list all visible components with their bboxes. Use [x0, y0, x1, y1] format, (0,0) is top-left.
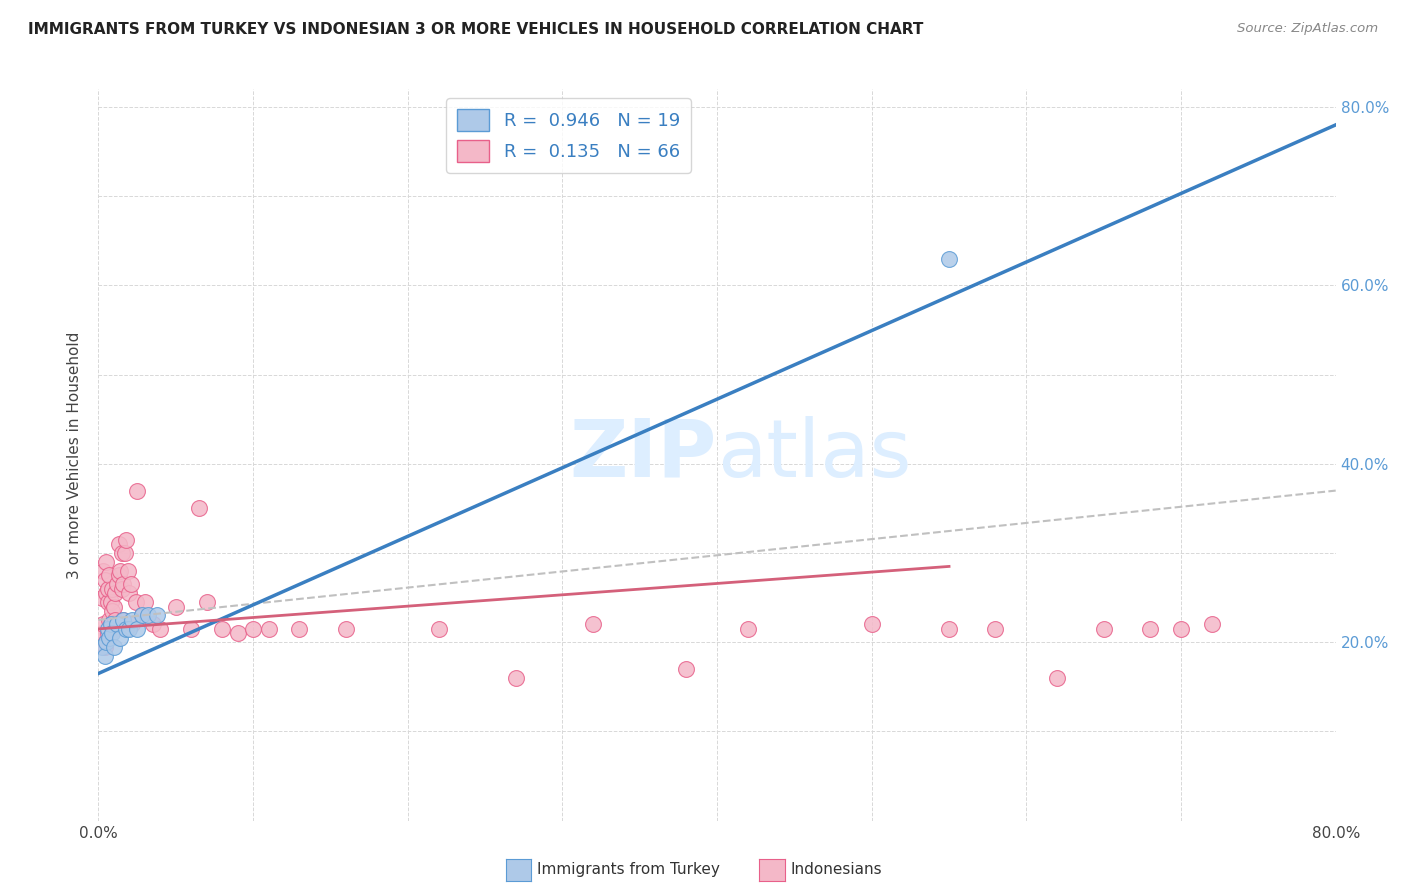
- Point: [90, 591, 112, 605]
- Point: [242, 622, 264, 636]
- Point: [134, 595, 156, 609]
- Point: [112, 613, 135, 627]
- Point: [114, 546, 136, 560]
- Point: [1092, 622, 1115, 636]
- Point: [105, 617, 128, 632]
- Point: [1046, 671, 1069, 685]
- Point: [97, 622, 120, 636]
- Point: [118, 586, 141, 600]
- Point: [101, 582, 124, 596]
- Point: [97, 582, 120, 596]
- Point: [984, 622, 1007, 636]
- Point: [131, 608, 153, 623]
- Point: [97, 595, 120, 609]
- Point: [136, 608, 159, 623]
- Point: [100, 617, 122, 632]
- Point: [124, 595, 146, 609]
- Point: [93, 640, 115, 654]
- Point: [96, 635, 118, 649]
- Y-axis label: 3 or more Vehicles in Household: 3 or more Vehicles in Household: [67, 331, 83, 579]
- Point: [938, 622, 960, 636]
- Point: [103, 640, 125, 654]
- Point: [98, 631, 121, 645]
- Point: [101, 626, 124, 640]
- Point: [127, 622, 149, 636]
- Point: [127, 483, 149, 498]
- Point: [108, 631, 131, 645]
- Point: [98, 613, 121, 627]
- Point: [121, 617, 143, 632]
- Point: [98, 568, 121, 582]
- Text: atlas: atlas: [717, 416, 911, 494]
- Point: [288, 622, 311, 636]
- Point: [90, 626, 112, 640]
- Point: [111, 546, 134, 560]
- Point: [117, 564, 139, 578]
- Point: [90, 640, 112, 654]
- Point: [96, 555, 118, 569]
- Point: [112, 613, 135, 627]
- Point: [100, 595, 122, 609]
- Point: [103, 622, 125, 636]
- Point: [104, 586, 127, 600]
- Point: [115, 533, 138, 547]
- Point: [101, 604, 124, 618]
- Point: [105, 577, 128, 591]
- Point: [91, 617, 114, 632]
- Point: [91, 564, 114, 578]
- Point: [111, 582, 134, 596]
- Point: [226, 626, 249, 640]
- Point: [107, 568, 129, 582]
- Legend: R =  0.946   N = 19, R =  0.135   N = 66: R = 0.946 N = 19, R = 0.135 N = 66: [446, 98, 690, 173]
- Text: Indonesians: Indonesians: [790, 863, 882, 877]
- Point: [1170, 622, 1192, 636]
- Point: [96, 586, 118, 600]
- Point: [107, 537, 129, 551]
- Point: [737, 622, 759, 636]
- Point: [100, 617, 122, 632]
- Point: [97, 626, 120, 640]
- Point: [149, 622, 172, 636]
- Point: [938, 252, 960, 266]
- Point: [89, 631, 111, 645]
- Point: [1139, 622, 1161, 636]
- Text: IMMIGRANTS FROM TURKEY VS INDONESIAN 3 OR MORE VEHICLES IN HOUSEHOLD CORRELATION: IMMIGRANTS FROM TURKEY VS INDONESIAN 3 O…: [28, 22, 924, 37]
- Point: [582, 617, 605, 632]
- Point: [104, 613, 127, 627]
- Point: [131, 608, 153, 623]
- Point: [121, 613, 143, 627]
- Point: [335, 622, 357, 636]
- Point: [112, 577, 135, 591]
- Point: [120, 577, 142, 591]
- Text: Source: ZipAtlas.com: Source: ZipAtlas.com: [1237, 22, 1378, 36]
- Text: Immigrants from Turkey: Immigrants from Turkey: [537, 863, 720, 877]
- Point: [93, 648, 115, 663]
- Point: [195, 595, 218, 609]
- Point: [118, 622, 141, 636]
- Point: [180, 622, 202, 636]
- Point: [103, 599, 125, 614]
- Point: [146, 608, 169, 623]
- Point: [860, 617, 883, 632]
- Point: [427, 622, 450, 636]
- Point: [675, 662, 697, 676]
- Point: [115, 622, 138, 636]
- Point: [142, 617, 165, 632]
- Text: ZIP: ZIP: [569, 416, 717, 494]
- Point: [257, 622, 280, 636]
- Point: [165, 599, 187, 614]
- Point: [211, 622, 233, 636]
- Point: [1201, 617, 1223, 632]
- Point: [96, 635, 118, 649]
- Point: [93, 573, 115, 587]
- Point: [108, 564, 131, 578]
- Point: [188, 501, 211, 516]
- Point: [505, 671, 527, 685]
